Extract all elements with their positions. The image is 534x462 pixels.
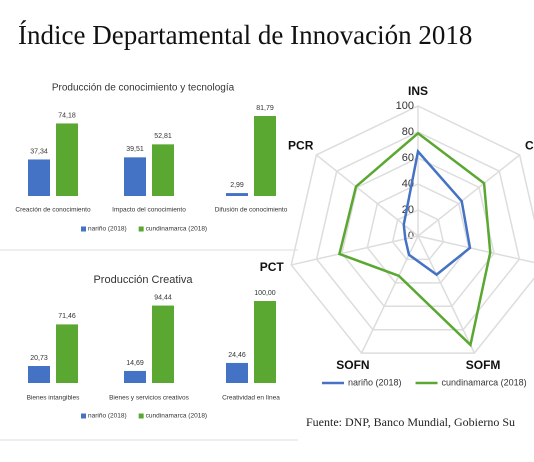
page-title: Índice Departamental de Innovación 2018	[18, 20, 472, 50]
grid-ring	[391, 209, 445, 261]
legend-label: nariño (2018)	[88, 413, 127, 420]
legend-label: cundinamarca (2018)	[442, 377, 527, 387]
grid-ring	[366, 183, 470, 284]
bar	[28, 159, 50, 196]
bar	[254, 116, 276, 196]
axis-label: CHI	[525, 138, 534, 152]
bar	[56, 324, 78, 383]
grid-ring	[315, 131, 521, 331]
spoke	[417, 235, 534, 264]
value-label: 100,00	[254, 290, 276, 297]
legend-swatch	[81, 226, 86, 232]
bar	[56, 123, 78, 196]
spoke	[291, 235, 419, 266]
x-tick-label: Impacto del conocimiento	[112, 207, 186, 214]
axis-label: SOFM	[466, 358, 501, 372]
spoke	[417, 235, 476, 354]
radar-line	[402, 148, 472, 277]
value-label: 20,73	[30, 355, 48, 362]
value-label: 39,51	[126, 146, 144, 153]
bar	[152, 144, 174, 196]
bar	[226, 362, 248, 383]
bar	[28, 366, 50, 383]
radar-line	[337, 131, 492, 348]
legend-label: cundinamarca (2018)	[146, 413, 207, 420]
axis-label: PCR	[288, 138, 314, 152]
bar	[152, 305, 174, 383]
legend-label: nariño (2018)	[348, 377, 402, 387]
r-tick-label: 100	[396, 100, 414, 112]
legend-swatch	[138, 413, 144, 419]
value-label: 52,81	[154, 133, 172, 140]
value-label: 14,69	[126, 360, 144, 367]
x-tick-label: Creatividad en línea	[222, 395, 280, 402]
r-tick-label: 80	[402, 126, 414, 138]
chart-title: Producción de conocimiento y tecnología	[52, 83, 235, 94]
chart-title: Producción Creativa	[93, 274, 193, 286]
grid-ring	[290, 105, 534, 354]
value-label: 2,99	[230, 182, 244, 189]
value-label: 37,34	[30, 148, 48, 155]
r-tick-label: 60	[402, 152, 414, 164]
grid-ring	[341, 157, 495, 308]
legend-swatch	[81, 413, 86, 419]
value-label: 81,79	[256, 105, 274, 112]
spoke	[315, 154, 419, 237]
legend-swatch	[138, 226, 144, 232]
value-label: 24,46	[228, 352, 246, 359]
legend-label: nariño (2018)	[88, 226, 127, 233]
axis-label: PCT	[260, 260, 285, 274]
r-tick-label: 0	[408, 230, 414, 242]
value-label: 94,44	[154, 294, 172, 301]
bar	[254, 301, 276, 383]
bar	[226, 193, 248, 196]
x-tick-label: Creación de conocimiento	[15, 207, 91, 214]
spoke	[417, 154, 521, 237]
x-tick-label: Difusión de conocimiento	[215, 207, 288, 214]
source-note: Fuente: DNP, Banco Mundial, Gobierno Su	[306, 415, 515, 429]
bar	[124, 157, 146, 196]
value-label: 74,18	[58, 112, 76, 119]
value-label: 71,46	[58, 313, 76, 320]
x-tick-label: Bienes y servicios creativos	[109, 395, 190, 402]
x-tick-label: Bienes intangibles	[27, 395, 81, 402]
bar	[124, 370, 146, 383]
axis-label: SOFN	[336, 358, 369, 372]
legend-label: cundinamarca (2018)	[146, 226, 207, 233]
axis-label: INS	[408, 84, 428, 98]
